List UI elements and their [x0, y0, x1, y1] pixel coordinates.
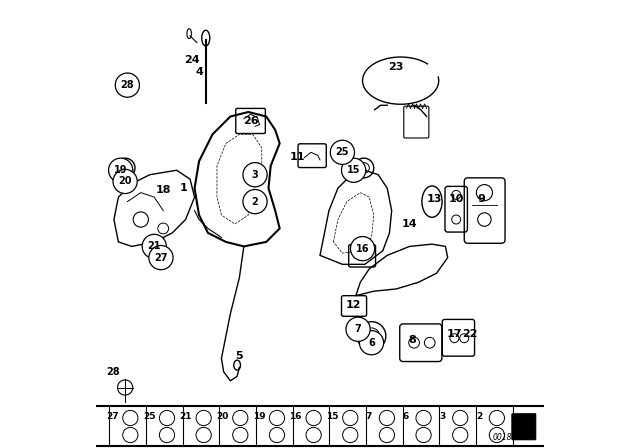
Text: 21: 21: [179, 412, 192, 421]
Text: 00187883: 00187883: [492, 433, 531, 442]
Text: 28: 28: [120, 80, 134, 90]
Text: 3: 3: [439, 412, 445, 421]
Text: 7: 7: [366, 412, 372, 421]
Circle shape: [243, 190, 267, 214]
Circle shape: [360, 331, 383, 355]
Text: 12: 12: [346, 300, 362, 310]
Circle shape: [351, 237, 374, 261]
Text: 8: 8: [408, 336, 416, 345]
Text: 17: 17: [447, 329, 462, 339]
Text: 10: 10: [449, 194, 465, 204]
Circle shape: [243, 163, 267, 187]
Text: 20: 20: [118, 177, 132, 186]
Circle shape: [149, 246, 173, 270]
Circle shape: [342, 158, 365, 182]
Text: 21: 21: [147, 241, 161, 251]
Text: 11: 11: [290, 152, 305, 162]
Text: 19: 19: [253, 412, 266, 421]
Text: 19: 19: [114, 165, 127, 175]
Circle shape: [142, 234, 166, 258]
Text: 24: 24: [184, 56, 200, 65]
Text: 6: 6: [403, 412, 409, 421]
Text: 3: 3: [252, 170, 259, 180]
Text: 2: 2: [476, 412, 482, 421]
Text: 4: 4: [195, 67, 203, 77]
Text: 27: 27: [154, 253, 168, 263]
Text: 25: 25: [335, 147, 349, 157]
Text: 9: 9: [477, 194, 485, 204]
Text: 1: 1: [179, 183, 188, 193]
Text: 22: 22: [462, 329, 478, 339]
Text: 7: 7: [355, 324, 362, 334]
Text: 28: 28: [106, 367, 120, 377]
Text: 15: 15: [347, 165, 360, 175]
Text: 16: 16: [289, 412, 302, 421]
Text: 27: 27: [106, 412, 119, 421]
Text: 23: 23: [388, 62, 404, 72]
Text: 20: 20: [216, 412, 228, 421]
Text: 14: 14: [402, 219, 417, 229]
Text: 5: 5: [236, 351, 243, 361]
Text: 2: 2: [252, 197, 259, 207]
Text: 16: 16: [356, 244, 369, 254]
Text: 18: 18: [156, 185, 171, 195]
FancyBboxPatch shape: [512, 414, 536, 440]
Circle shape: [346, 317, 370, 341]
Text: 26: 26: [243, 116, 259, 126]
Circle shape: [113, 169, 137, 194]
Text: 15: 15: [326, 412, 339, 421]
Circle shape: [330, 140, 355, 164]
Circle shape: [115, 73, 140, 97]
Text: 6: 6: [368, 338, 375, 348]
Circle shape: [109, 158, 132, 182]
Text: 13: 13: [426, 194, 442, 204]
Text: 25: 25: [143, 412, 156, 421]
